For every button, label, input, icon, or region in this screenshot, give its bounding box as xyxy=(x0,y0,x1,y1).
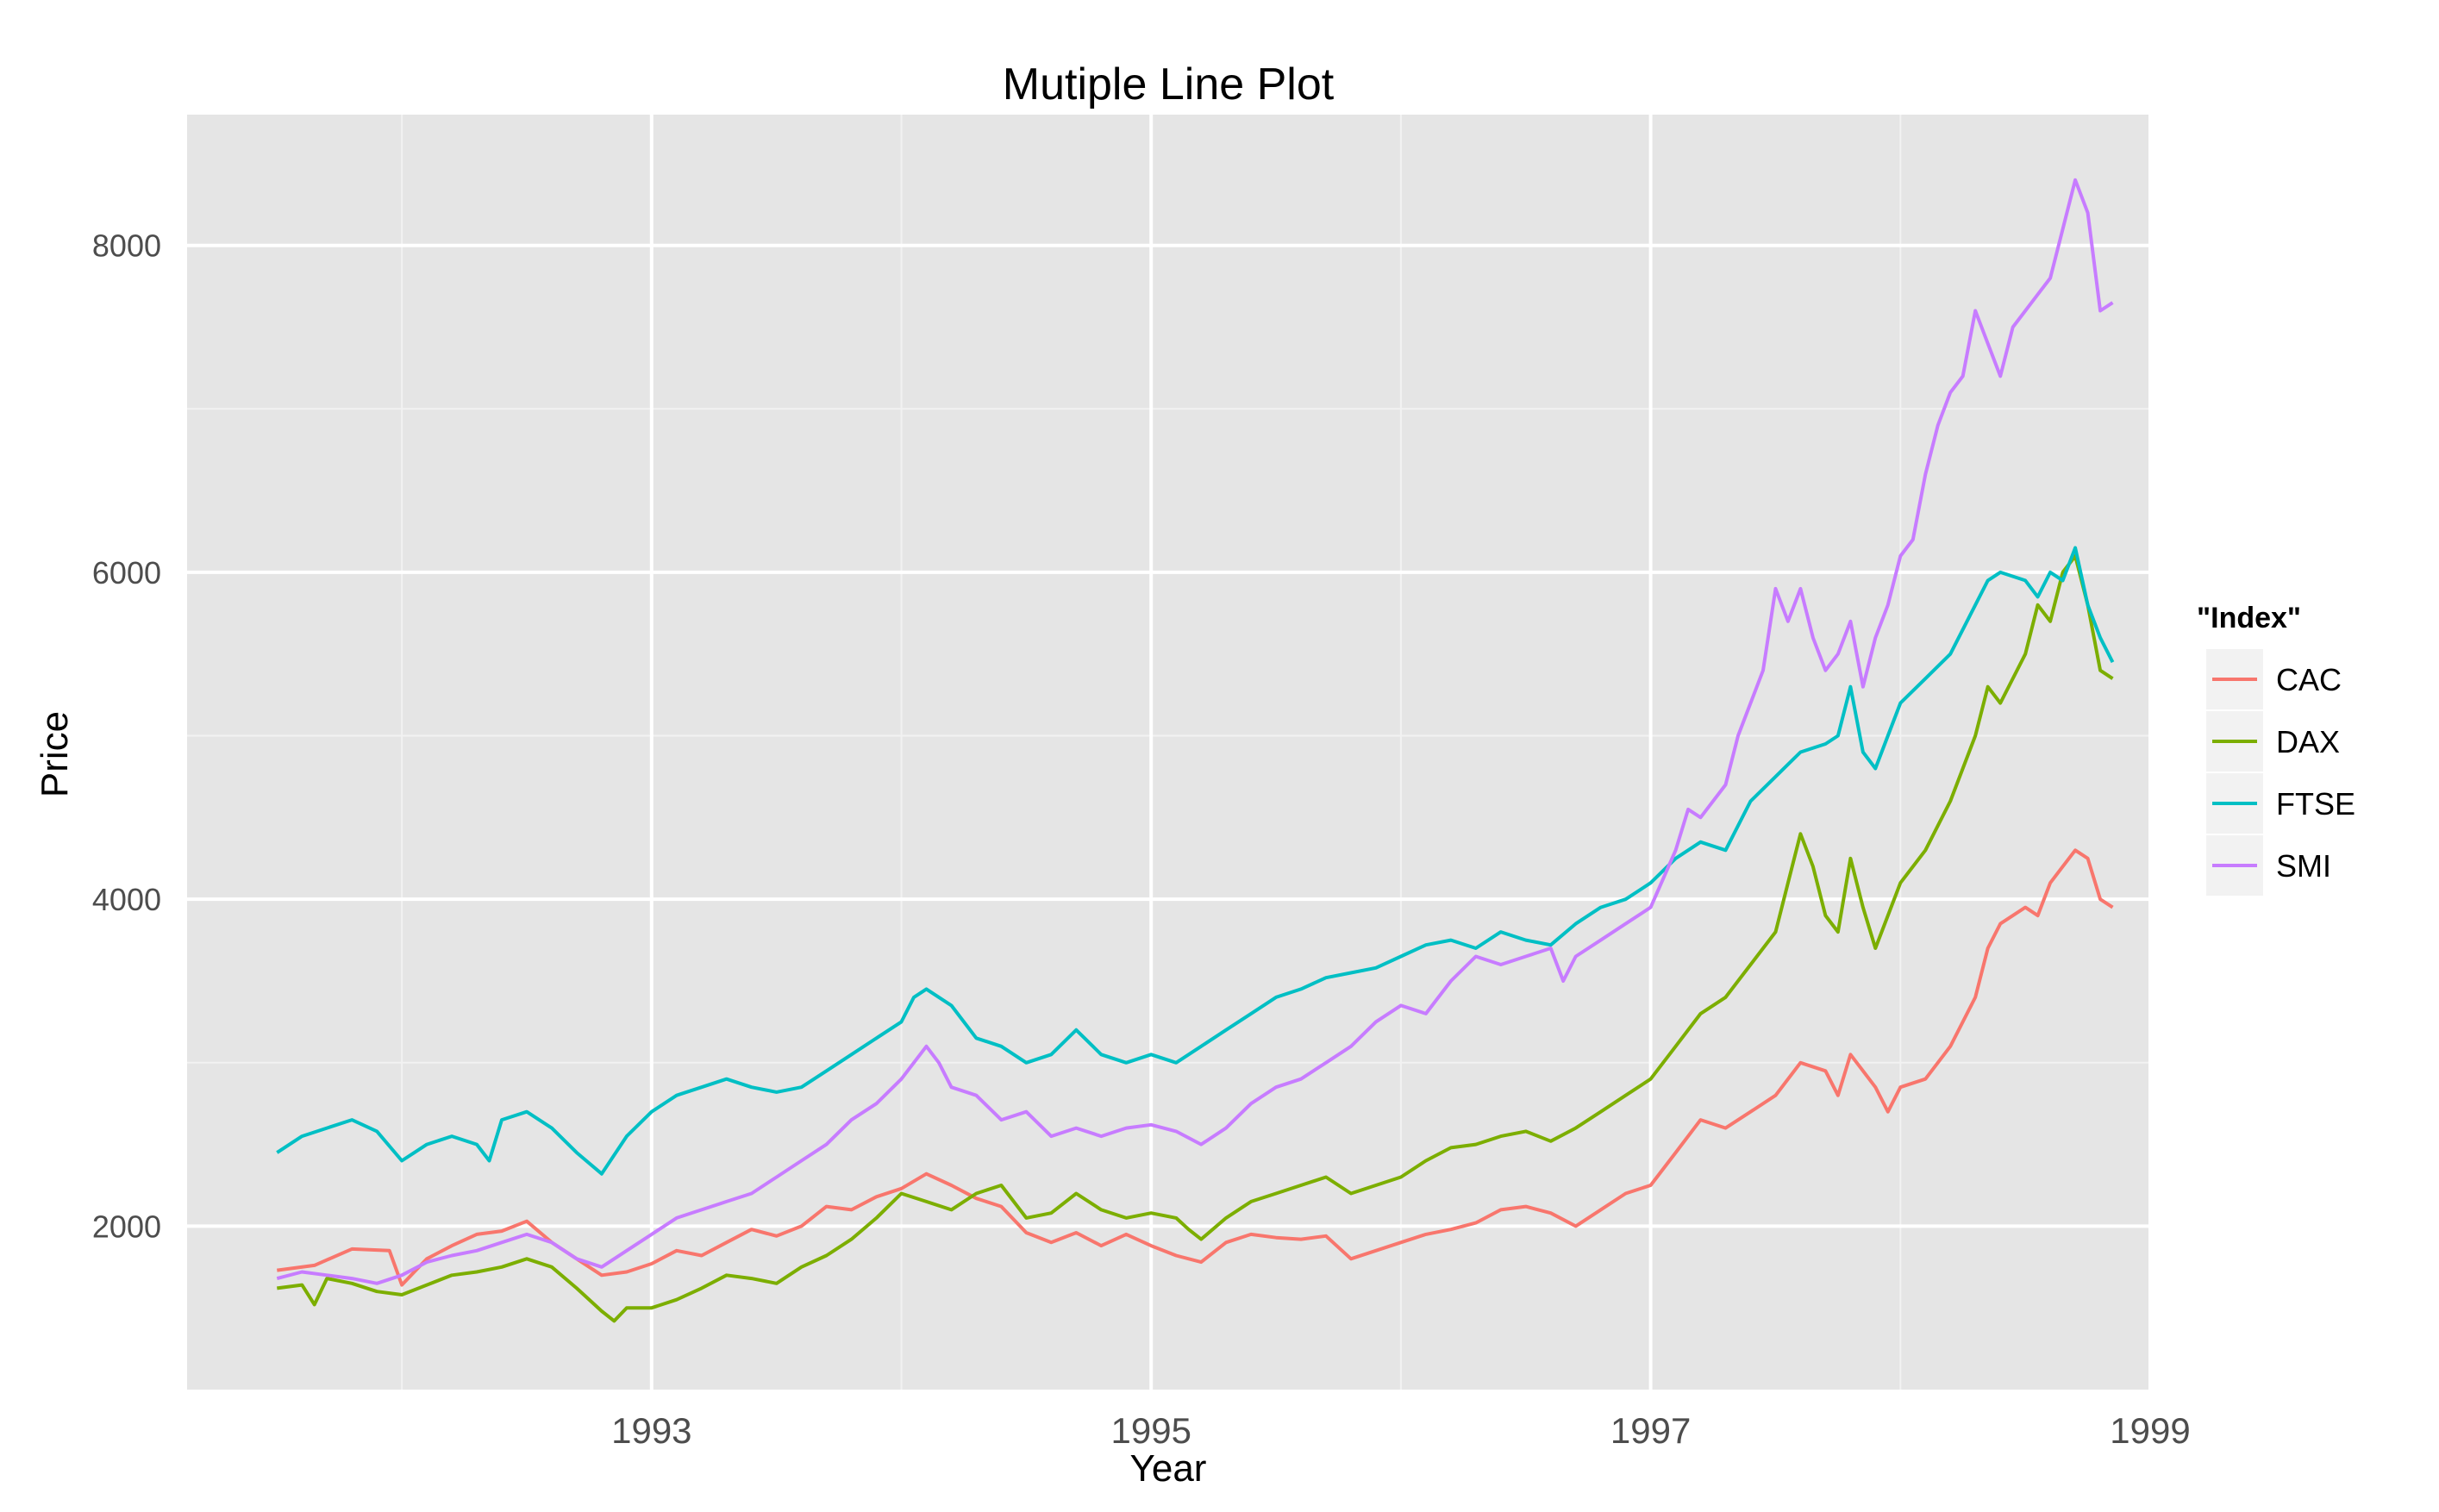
y-tick-label: 2000 xyxy=(92,1209,161,1244)
series-line-smi xyxy=(276,178,2114,1285)
y-axis-title: Price xyxy=(34,711,76,797)
legend-title: "Index" xyxy=(2197,602,2301,634)
series-line-ftse xyxy=(276,546,2115,1176)
chart-title: Mutiple Line Plot xyxy=(1003,59,1335,109)
y-tick-label: 8000 xyxy=(92,228,161,264)
x-tick-label: 1993 xyxy=(611,1410,691,1451)
legend: "Index" CAC DAX FTSE SMI xyxy=(2197,602,2355,897)
series-line-dax xyxy=(277,554,2114,1323)
legend-items: CAC DAX FTSE SMI xyxy=(2204,647,2355,897)
plot-panel xyxy=(187,115,2150,1390)
minor-gridlines xyxy=(187,115,2150,1390)
x-axis-title: Year xyxy=(1130,1447,1207,1490)
legend-label-cac: CAC xyxy=(2276,662,2342,697)
series-lines xyxy=(276,178,2115,1323)
series-line-cac xyxy=(277,848,2114,1287)
x-tick-label: 1997 xyxy=(1610,1410,1691,1451)
y-tick-label: 4000 xyxy=(92,882,161,917)
legend-label-dax: DAX xyxy=(2276,724,2340,759)
x-tick-label: 1999 xyxy=(2110,1410,2190,1451)
legend-label-ftse: FTSE xyxy=(2276,786,2355,822)
y-tick-label: 6000 xyxy=(92,555,161,590)
y-axis-tick-labels: 2000 4000 6000 8000 xyxy=(92,228,161,1245)
x-axis-tick-labels: 1993 1995 1997 1999 xyxy=(611,1410,2191,1451)
major-gridlines xyxy=(187,115,2152,1390)
x-tick-label: 1995 xyxy=(1111,1410,1191,1451)
legend-label-smi: SMI xyxy=(2276,848,2331,884)
